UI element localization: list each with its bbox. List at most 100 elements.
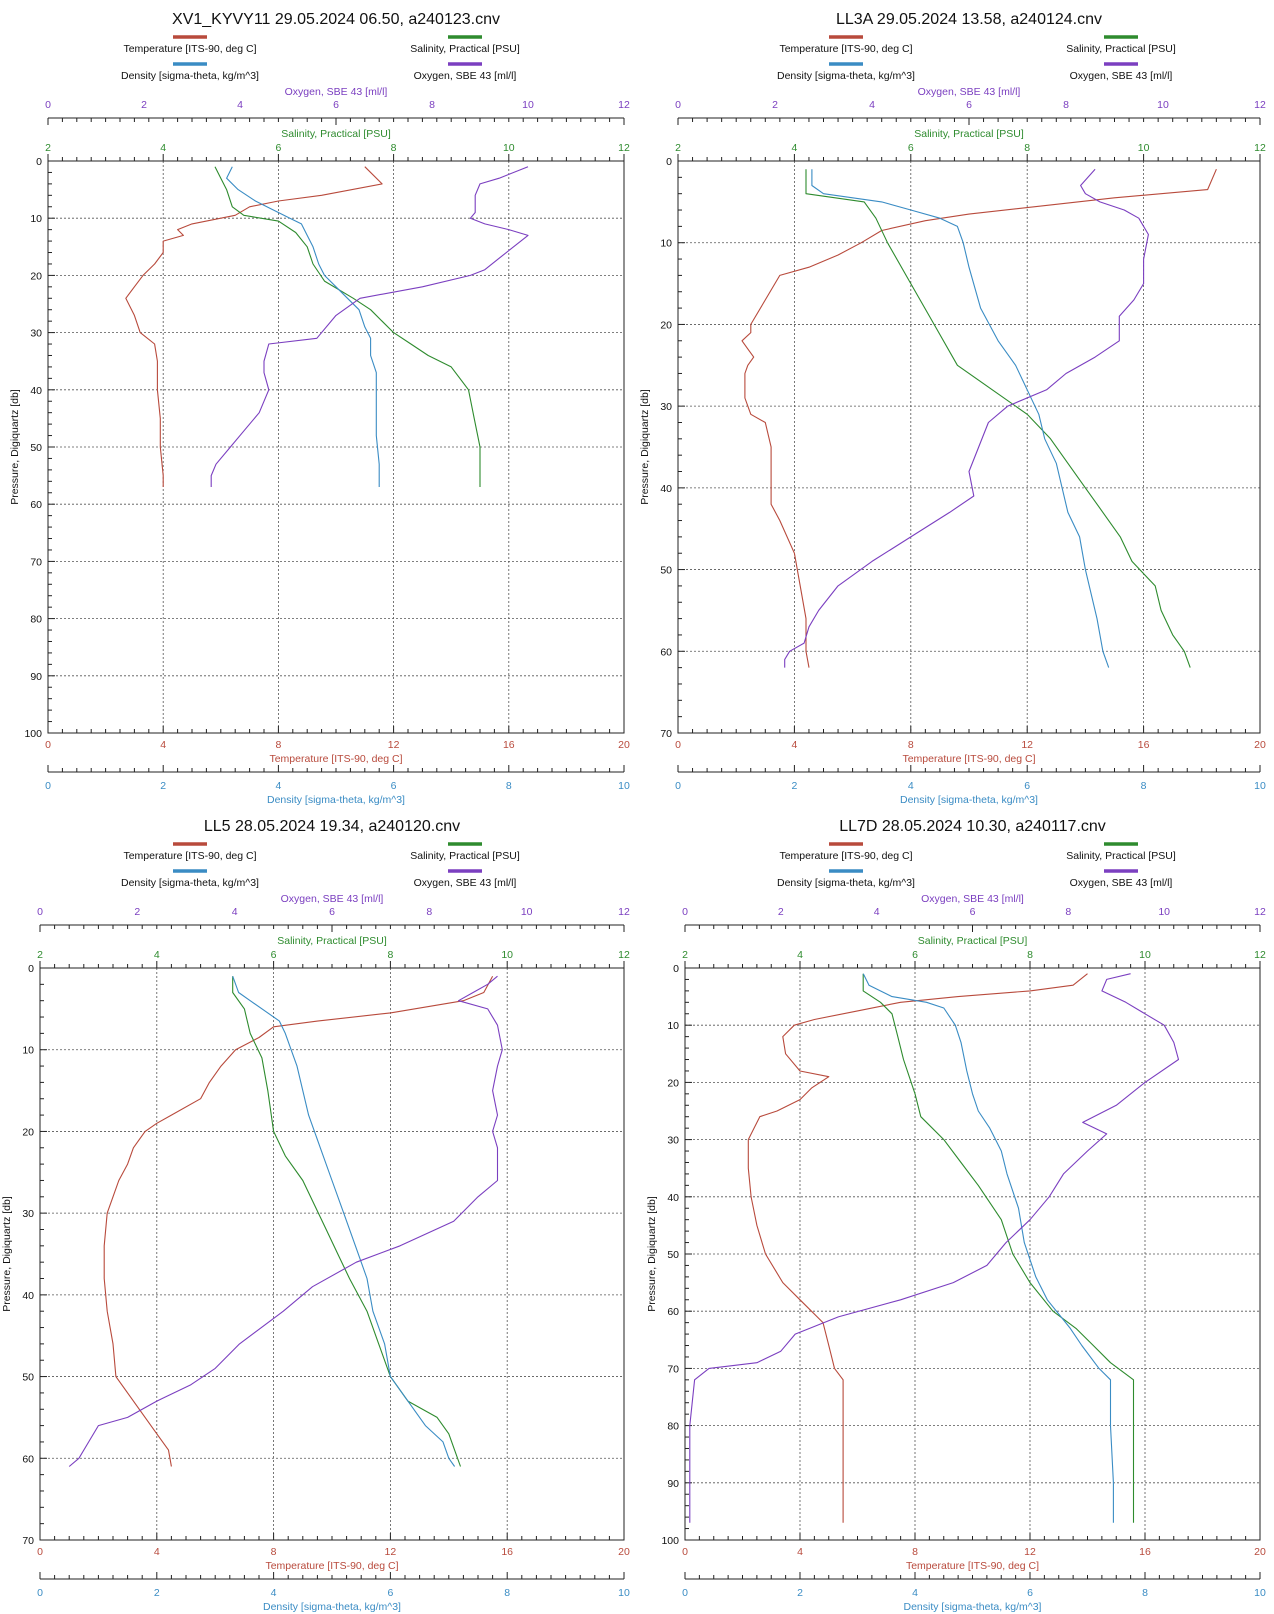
tick-label: 8 [912,1546,918,1558]
chart-title: LL3A 29.05.2024 13.58, a240124.cnv [836,11,1102,28]
tick-label: 2 [791,780,797,792]
tick-label: 10 [522,99,534,111]
tick-label: 6 [1027,1587,1033,1599]
tick-label: 70 [30,556,42,568]
tick-label: 20 [667,1077,679,1089]
plot-frame [677,160,1261,734]
tick-label: 4 [232,906,238,918]
tick-label: 100 [24,728,42,740]
axis-title-pressure: Pressure, Digiquartz [db] [639,389,651,505]
x-axis-oxygen: 0 2 4 6 8 10 12 Oxygen, SBE 43 [ml/l] [45,86,630,125]
x-axis-oxygen: 0 2 4 6 8 10 12 Oxygen, SBE 43 [ml/l] [37,893,630,932]
tick-label: 20 [1254,739,1266,751]
axis-title-salinity: Salinity, Practical [PSU] [281,128,391,140]
legend-item-temperature: Temperature [ITS-90, deg C] [123,35,257,55]
tick-label: 12 [618,949,630,961]
tick-label: 4 [912,1587,918,1599]
legend-item-oxygen: Oxygen, SBE 43 [ml/l] [1070,62,1172,82]
axis-title-temperature: Temperature [ITS-90, deg C] [902,753,1035,765]
legend-label-temperature: Temperature [ITS-90, deg C] [123,850,256,862]
series-line-oxygen [689,973,1180,1523]
tick-label: 20 [30,270,42,282]
tick-label: 0 [675,739,681,751]
axis-title-pressure: Pressure, Digiquartz [db] [1,1196,13,1312]
legend-item-density: Density [sigma-theta, kg/m^3] [121,62,259,82]
x-axis-temperature: 0 4 8 12 16 20 Temperature [ITS-90, deg C] [682,1533,1266,1572]
tick-label: 70 [22,1535,34,1547]
axis-title-density: Density [sigma-theta, kg/m^3] [263,1601,401,1613]
legend-label-oxygen: Oxygen, SBE 43 [ml/l] [1070,877,1173,889]
series-line-oxygen [784,168,1149,668]
x-axis-oxygen: 0 2 4 6 8 10 12 Oxygen, SBE 43 [ml/l] [675,86,1266,125]
legend-item-salinity: Salinity, Practical [PSU] [410,35,520,55]
tick-label: 40 [22,1290,34,1302]
tick-label: 8 [1141,780,1147,792]
legend-item-salinity: Salinity, Practical [PSU] [1066,35,1176,55]
tick-label: 0 [682,906,688,918]
tick-label: 10 [1157,99,1169,111]
tick-label: 0 [675,780,681,792]
tick-label: 12 [1024,1546,1036,1558]
tick-label: 90 [30,671,42,683]
x-axis-salinity: 2 4 6 8 10 12 Salinity, Practical [PSU] [45,128,630,162]
tick-label: 4 [791,142,797,154]
tick-label: 6 [329,906,335,918]
tick-label: 0 [45,99,51,111]
tick-label: 4 [160,739,166,751]
tick-label: 10 [30,213,42,225]
legend-item-density: Density [sigma-theta, kg/m^3] [121,869,259,889]
series-line-temperature [103,975,494,1467]
legend-item-oxygen: Oxygen, SBE 43 [ml/l] [1070,869,1173,889]
tick-label: 90 [667,1478,679,1490]
tick-label: 20 [1254,1546,1266,1558]
tick-label: 30 [22,1208,34,1220]
tick-label: 70 [667,1363,679,1375]
tick-label: 0 [45,739,51,751]
tick-label: 2 [134,906,140,918]
tick-label: 2 [160,780,166,792]
series-line-density [232,976,456,1467]
tick-label: 10 [503,142,515,154]
tick-label: 8 [1065,906,1071,918]
tick-label: 2 [675,142,681,154]
tick-label: 4 [275,780,281,792]
series-line-density [862,973,1114,1523]
tick-label: 10 [1138,142,1150,154]
tick-label: 0 [28,963,34,975]
x-axis-temperature: 0 4 8 12 16 20 Temperature [ITS-90, deg C] [37,1533,630,1572]
axis-title-pressure: Pressure, Digiquartz [db] [9,389,21,505]
tick-label: 0 [37,1587,43,1599]
legend-item-oxygen: Oxygen, SBE 43 [ml/l] [414,869,516,889]
axis-title-pressure: Pressure, Digiquartz [db] [646,1196,658,1312]
legend-item-temperature: Temperature [ITS-90, deg C] [123,842,257,862]
axis-title-temperature: Temperature [ITS-90, deg C] [906,1560,1039,1572]
chart-title: XV1_KYVY11 29.05.2024 06.50, a240123.cnv [172,11,500,28]
axis-title-oxygen: Oxygen, SBE 43 [ml/l] [921,893,1024,905]
tick-label: 10 [618,780,630,792]
tick-label: 0 [673,963,679,975]
tick-label: 0 [37,906,43,918]
tick-label: 4 [154,1546,160,1558]
series-line-temperature [125,166,383,487]
axis-title-density: Density [sigma-theta, kg/m^3] [904,1601,1042,1613]
tick-label: 6 [333,99,339,111]
tick-label: 4 [160,142,166,154]
tick-label: 20 [618,1546,630,1558]
y-axis-pressure: 0 10 20 30 40 50 60 70 80 90 100 Pressure, Digiquar… [9,156,55,740]
tick-label: 70 [660,728,672,740]
tick-label: 6 [391,780,397,792]
tick-label: 30 [667,1135,679,1147]
tick-label: 2 [37,949,43,961]
tick-label: 4 [237,99,243,111]
legend-item-density: Density [sigma-theta, kg/m^3] [777,62,915,82]
tick-label: 50 [30,442,42,454]
legend-label-density: Density [sigma-theta, kg/m^3] [777,70,915,82]
axis-title-oxygen: Oxygen, SBE 43 [ml/l] [281,893,384,905]
tick-label: 8 [426,906,432,918]
tick-label: 4 [869,99,875,111]
tick-label: 12 [618,99,630,111]
tick-label: 10 [667,1020,679,1032]
x-axis-density: 0 2 4 6 8 10 Density [sigma-theta, kg/m^3] [37,1572,630,1613]
tick-label: 4 [797,949,803,961]
axis-title-density: Density [sigma-theta, kg/m^3] [267,794,405,806]
